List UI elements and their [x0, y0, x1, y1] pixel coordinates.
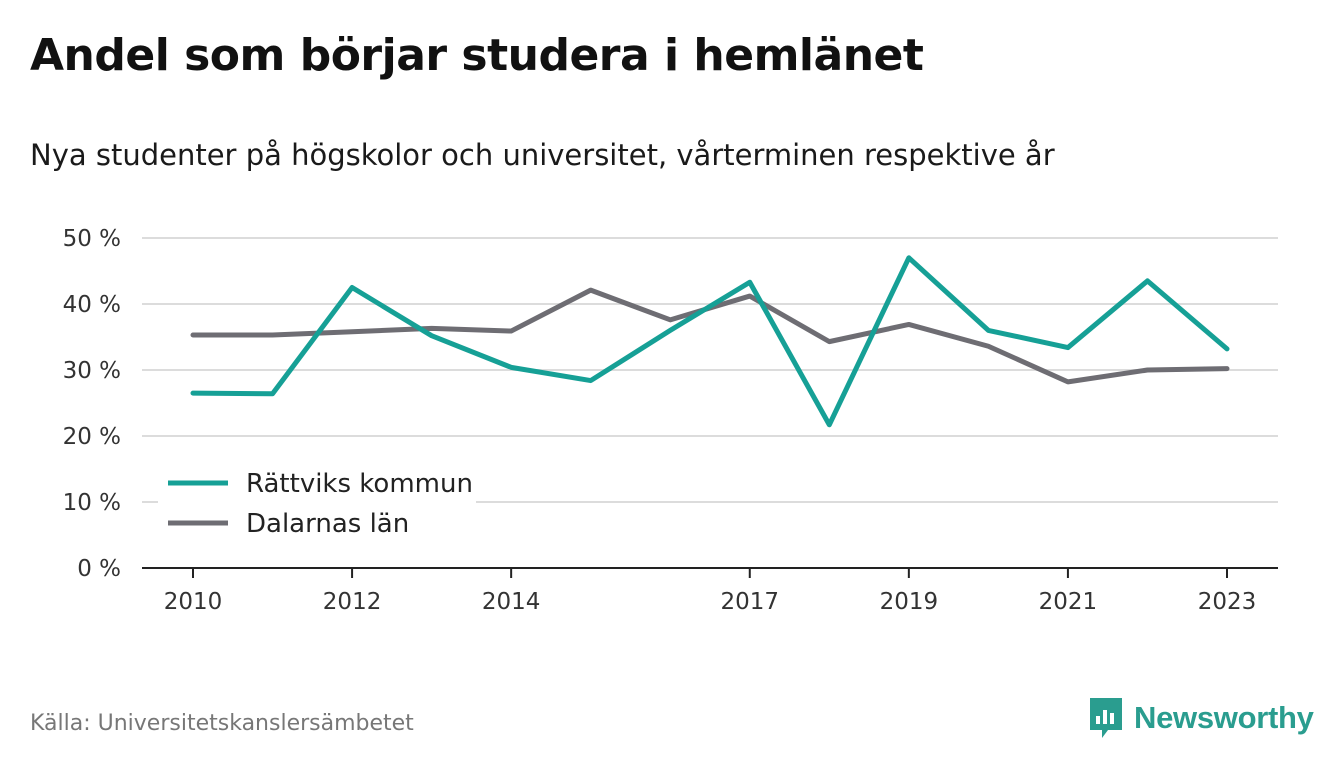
newsworthy-logo-icon — [1090, 698, 1122, 738]
legend-background — [158, 460, 476, 546]
y-tick-label: 50 % — [63, 226, 121, 252]
legend-label: Dalarnas län — [246, 509, 409, 539]
y-tick-label: 0 % — [77, 556, 121, 582]
brand-logo: Newsworthy — [1088, 696, 1314, 740]
chart-title: Andel som börjar studera i hemlänet — [30, 30, 924, 81]
y-axis-ticks: 0 % 10 % 20 % 30 % 40 % 50 % — [63, 226, 121, 582]
chart-legend: Rättviks kommun Dalarnas län — [158, 460, 476, 546]
line-chart: 0 % 10 % 20 % 30 % 40 % 50 % 2010 2012 2014 2017… — [63, 226, 1278, 615]
chart-subtitle: Nya studenter på högskolor och universit… — [30, 138, 1055, 172]
x-axis-ticks: 2010 2012 2014 2017 2019 2021 2023 — [164, 568, 1257, 615]
x-tick-label: 2010 — [164, 589, 223, 615]
x-tick-label: 2012 — [323, 589, 382, 615]
y-tick-label: 10 % — [63, 490, 121, 516]
brand-name: Newsworthy — [1134, 700, 1314, 735]
x-tick-label: 2023 — [1198, 589, 1257, 615]
series-line — [190, 255, 1230, 428]
y-tick-label: 40 % — [63, 292, 121, 318]
source-note: Källa: Universitetskanslersämbetet — [30, 711, 414, 736]
legend-label: Rättviks kommun — [246, 469, 473, 499]
y-tick-label: 30 % — [63, 358, 121, 384]
x-tick-label: 2014 — [482, 589, 541, 615]
series-lines — [190, 255, 1230, 428]
x-tick-label: 2021 — [1039, 589, 1098, 615]
y-tick-label: 20 % — [63, 424, 121, 450]
x-tick-label: 2019 — [880, 589, 939, 615]
x-tick-label: 2017 — [720, 589, 779, 615]
